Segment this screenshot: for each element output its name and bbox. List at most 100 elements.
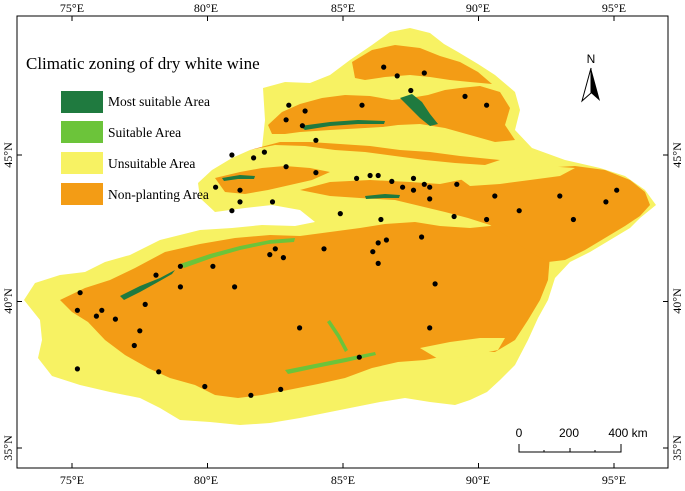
- station-point: [389, 178, 395, 184]
- graticule-ticks: [17, 16, 668, 468]
- legend-label: Suitable Area: [108, 125, 181, 140]
- station-point: [337, 211, 343, 217]
- station-point: [74, 366, 80, 372]
- legend-swatch-non-planting: [61, 183, 103, 205]
- lon-label: 95°E: [602, 473, 626, 487]
- longitude-labels-top: 75°E 80°E 85°E 90°E 95°E: [60, 1, 626, 15]
- station-point: [77, 290, 83, 296]
- unsuitable-band-dzungaria: [300, 126, 495, 148]
- station-point: [427, 184, 433, 190]
- legend: Most suitable Area Suitable Area Unsuita…: [61, 91, 210, 205]
- station-point: [427, 325, 433, 331]
- station-point: [313, 170, 319, 176]
- station-point: [381, 64, 387, 70]
- station-point: [237, 199, 243, 205]
- scale-label-200: 200: [559, 426, 579, 440]
- unsuitable-band-east: [455, 166, 575, 186]
- station-point: [408, 87, 414, 94]
- station-point: [93, 313, 99, 319]
- station-point: [321, 246, 327, 252]
- lon-label: 90°E: [466, 1, 490, 15]
- station-point: [375, 240, 381, 246]
- station-point: [419, 234, 425, 240]
- station-point: [484, 102, 490, 108]
- lat-label: 40°N: [1, 288, 15, 314]
- station-point: [210, 263, 216, 269]
- most-suitable-strip-north: [400, 94, 438, 126]
- station-point: [375, 172, 381, 179]
- lat-label: 35°N: [670, 435, 684, 461]
- station-point: [313, 137, 319, 143]
- station-point: [137, 328, 143, 334]
- station-point: [432, 281, 438, 287]
- lon-label: 80°E: [194, 1, 218, 15]
- station-point: [421, 181, 427, 187]
- station-point: [74, 307, 80, 313]
- lon-label: 80°E: [194, 473, 218, 487]
- scale-label-400: 400 km: [608, 426, 647, 440]
- most-suitable-strip-turpan: [365, 194, 400, 199]
- station-point: [131, 342, 137, 349]
- station-point: [421, 70, 427, 76]
- station-point: [400, 184, 406, 190]
- legend-swatch-unsuitable: [61, 152, 103, 174]
- non-planting-area-fill-north: [268, 86, 515, 142]
- lat-label: 40°N: [670, 288, 684, 314]
- station-point: [272, 246, 278, 252]
- legend-label: Non-planting Area: [108, 187, 209, 202]
- suitable-strip-aksu: [180, 238, 295, 268]
- station-point: [202, 383, 208, 390]
- lon-label: 90°E: [466, 473, 490, 487]
- non-planting-area-fill-tianshan: [250, 142, 500, 165]
- station-point: [153, 272, 159, 278]
- station-point: [603, 199, 609, 205]
- station-point: [213, 184, 219, 190]
- suitable-strip-hotan: [327, 320, 348, 352]
- station-point: [516, 208, 522, 214]
- station-point: [410, 187, 417, 193]
- most-suitable-strip-tianshan: [300, 120, 385, 130]
- non-planting-area-fill-east: [300, 166, 650, 262]
- lon-label: 75°E: [60, 473, 84, 487]
- station-point: [394, 73, 400, 79]
- station-point: [283, 164, 289, 170]
- station-point: [280, 255, 286, 261]
- station-point: [462, 93, 468, 99]
- station-point: [356, 354, 362, 360]
- station-point: [229, 208, 235, 214]
- station-point: [261, 149, 267, 155]
- station-point: [267, 252, 273, 258]
- legend-label: Most suitable Area: [108, 94, 210, 109]
- station-point: [370, 249, 376, 255]
- lon-label: 75°E: [60, 1, 84, 15]
- station-point: [112, 316, 118, 322]
- station-point: [492, 193, 498, 199]
- legend-swatch-suitable: [61, 121, 103, 143]
- station-point: [237, 187, 243, 193]
- lon-label: 95°E: [602, 1, 626, 15]
- most-suitable-strip-kashgar: [120, 270, 175, 300]
- longitude-labels-bottom: 75°E 80°E 85°E 90°E 95°E: [60, 473, 626, 487]
- station-point: [410, 175, 417, 181]
- lon-label: 85°E: [331, 473, 355, 487]
- scale-bar: 0 200 400 km: [516, 426, 648, 453]
- station-point: [570, 216, 577, 223]
- station-point: [156, 369, 162, 375]
- lat-label: 35°N: [1, 435, 15, 461]
- station-point: [177, 263, 183, 269]
- station-point: [375, 260, 381, 266]
- non-planting-area-fill-ili: [215, 166, 330, 194]
- legend-swatch-most-suitable: [61, 91, 103, 113]
- north-label: N: [587, 52, 596, 66]
- station-point: [302, 108, 308, 114]
- station-point: [286, 102, 292, 108]
- station-point: [142, 301, 148, 307]
- station-point: [354, 175, 360, 181]
- suitable-strip-yarkand: [285, 352, 376, 374]
- station-point: [427, 196, 433, 202]
- station-points: [74, 64, 620, 398]
- station-point: [283, 117, 289, 123]
- station-point: [299, 123, 305, 129]
- unsuitable-band-south: [420, 338, 505, 360]
